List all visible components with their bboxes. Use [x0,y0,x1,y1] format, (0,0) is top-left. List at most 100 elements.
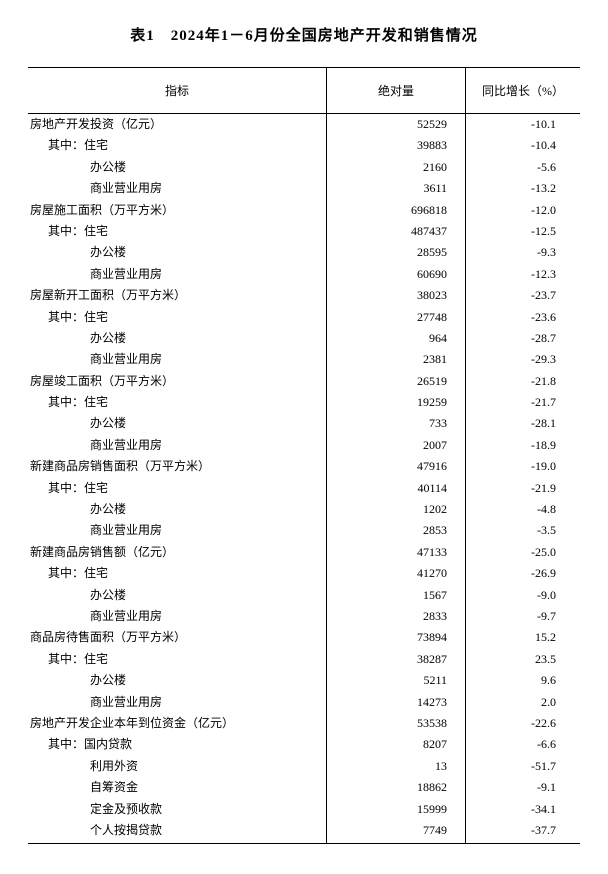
cell-absolute: 1567 [327,585,466,606]
col-header-absolute: 绝对量 [327,68,466,114]
table-row: 办公楼28595-9.3 [28,242,580,263]
cell-yoy: -12.0 [466,200,581,221]
cell-absolute: 1202 [327,499,466,520]
cell-yoy: -12.5 [466,221,581,242]
cell-absolute: 2160 [327,157,466,178]
cell-indicator: 商业营业用房 [28,264,327,285]
table-row: 其中：住宅27748-23.6 [28,307,580,328]
cell-absolute: 40114 [327,478,466,499]
table-body: 房地产开发投资（亿元）52529-10.1其中：住宅39883-10.4办公楼2… [28,114,580,844]
cell-yoy: -18.9 [466,435,581,456]
table-row: 办公楼1202-4.8 [28,499,580,520]
cell-yoy: -3.5 [466,520,581,541]
cell-yoy: -9.3 [466,242,581,263]
cell-indicator: 房屋施工面积（万平方米） [28,200,327,221]
cell-yoy: 23.5 [466,649,581,670]
table-row: 定金及预收款15999-34.1 [28,799,580,820]
cell-indicator: 其中：住宅 [28,221,327,242]
table-row: 商业营业用房3611-13.2 [28,178,580,199]
table-row: 商业营业用房2007-18.9 [28,435,580,456]
cell-absolute: 19259 [327,392,466,413]
col-header-indicator: 指标 [28,68,327,114]
cell-yoy: -21.8 [466,371,581,392]
cell-yoy: -6.6 [466,734,581,755]
table-title: 表1 2024年1－6月份全国房地产开发和销售情况 [28,24,580,45]
cell-absolute: 964 [327,328,466,349]
cell-absolute: 18862 [327,777,466,798]
cell-yoy: -51.7 [466,756,581,777]
cell-indicator: 商业营业用房 [28,520,327,541]
cell-absolute: 487437 [327,221,466,242]
cell-indicator: 定金及预收款 [28,799,327,820]
cell-indicator: 办公楼 [28,242,327,263]
cell-absolute: 2007 [327,435,466,456]
document-page: 表1 2024年1－6月份全国房地产开发和销售情况 指标 绝对量 同比增长（%）… [0,0,608,874]
cell-absolute: 38023 [327,285,466,306]
cell-yoy: -22.6 [466,713,581,734]
cell-yoy: -9.0 [466,585,581,606]
cell-indicator: 办公楼 [28,499,327,520]
table-row: 新建商品房销售额（亿元）47133-25.0 [28,542,580,563]
table-row: 办公楼52119.6 [28,670,580,691]
cell-absolute: 2853 [327,520,466,541]
cell-yoy: -19.0 [466,456,581,477]
cell-indicator: 新建商品房销售面积（万平方米） [28,456,327,477]
cell-absolute: 47916 [327,456,466,477]
table-row: 其中：住宅41270-26.9 [28,563,580,584]
table-row: 商业营业用房142732.0 [28,692,580,713]
cell-indicator: 自筹资金 [28,777,327,798]
cell-indicator: 商业营业用房 [28,349,327,370]
cell-absolute: 52529 [327,114,466,136]
cell-absolute: 26519 [327,371,466,392]
table-row: 新建商品房销售面积（万平方米）47916-19.0 [28,456,580,477]
cell-yoy: 15.2 [466,627,581,648]
header-row: 指标 绝对量 同比增长（%） [28,68,580,114]
cell-yoy: -4.8 [466,499,581,520]
cell-yoy: -37.7 [466,820,581,844]
col-header-yoy: 同比增长（%） [466,68,581,114]
cell-indicator: 商业营业用房 [28,692,327,713]
cell-indicator: 其中：住宅 [28,563,327,584]
cell-yoy: -10.4 [466,135,581,156]
cell-yoy: -26.9 [466,563,581,584]
table-row: 其中：住宅40114-21.9 [28,478,580,499]
cell-yoy: -28.1 [466,413,581,434]
cell-indicator: 其中：住宅 [28,307,327,328]
cell-absolute: 733 [327,413,466,434]
cell-indicator: 办公楼 [28,413,327,434]
table-row: 办公楼733-28.1 [28,413,580,434]
cell-indicator: 其中：国内贷款 [28,734,327,755]
table-row: 房地产开发企业本年到位资金（亿元）53538-22.6 [28,713,580,734]
table-row: 商品房待售面积（万平方米）7389415.2 [28,627,580,648]
table-row: 商业营业用房2853-3.5 [28,520,580,541]
table-row: 其中：住宅39883-10.4 [28,135,580,156]
cell-indicator: 商业营业用房 [28,606,327,627]
cell-yoy: -29.3 [466,349,581,370]
cell-yoy: -9.1 [466,777,581,798]
cell-absolute: 13 [327,756,466,777]
cell-yoy: -23.7 [466,285,581,306]
cell-absolute: 7749 [327,820,466,844]
cell-indicator: 商业营业用房 [28,178,327,199]
cell-yoy: -34.1 [466,799,581,820]
table-row: 房屋竣工面积（万平方米）26519-21.8 [28,371,580,392]
cell-indicator: 其中：住宅 [28,135,327,156]
cell-indicator: 房屋新开工面积（万平方米） [28,285,327,306]
cell-yoy: -21.7 [466,392,581,413]
cell-yoy: -12.3 [466,264,581,285]
cell-absolute: 53538 [327,713,466,734]
cell-indicator: 办公楼 [28,328,327,349]
cell-absolute: 3611 [327,178,466,199]
table-row: 商业营业用房2833-9.7 [28,606,580,627]
cell-absolute: 60690 [327,264,466,285]
cell-indicator: 房屋竣工面积（万平方米） [28,371,327,392]
cell-indicator: 其中：住宅 [28,392,327,413]
cell-indicator: 办公楼 [28,585,327,606]
cell-indicator: 房地产开发企业本年到位资金（亿元） [28,713,327,734]
data-table: 指标 绝对量 同比增长（%） 房地产开发投资（亿元）52529-10.1其中：住… [28,67,580,844]
table-row: 商业营业用房60690-12.3 [28,264,580,285]
cell-absolute: 5211 [327,670,466,691]
table-row: 商业营业用房2381-29.3 [28,349,580,370]
cell-absolute: 8207 [327,734,466,755]
table-row: 其中：住宅3828723.5 [28,649,580,670]
